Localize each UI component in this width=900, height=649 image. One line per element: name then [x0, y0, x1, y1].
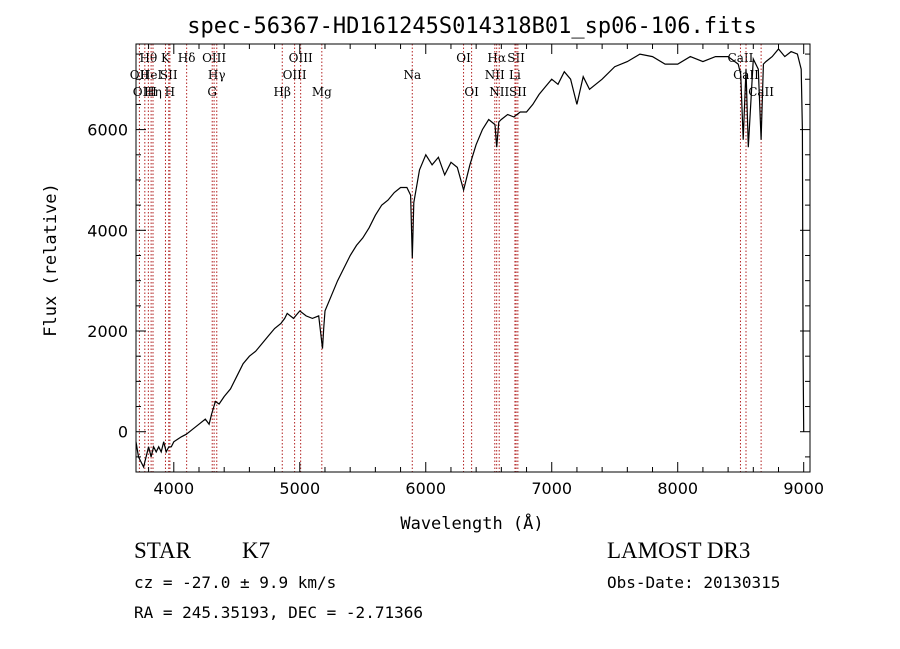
obs-date-readout: Obs-Date: 20130315	[607, 573, 781, 592]
line-marker-label-25: CaII	[728, 51, 754, 65]
line-marker-label-22: SII	[507, 51, 525, 65]
line-marker-label-4: Hη	[144, 85, 162, 99]
line-marker-label-18: OI	[464, 85, 479, 99]
chart-title: spec-56367-HD161245S014318B01_sp06-106.f…	[187, 14, 757, 39]
spectrum-plot: spec-56367-HD161245S014318B01_sp06-106.f…	[41, 14, 824, 534]
line-marker-label-24: SII	[509, 85, 527, 99]
survey-name: LAMOST DR3	[607, 538, 751, 563]
x-tick-label-3: 7000	[531, 479, 572, 498]
line-marker-label-5: K	[161, 51, 171, 65]
line-marker-label-23: Li	[509, 68, 521, 82]
line-marker-label-27: CaII	[748, 85, 774, 99]
line-marker-label-9: OIII	[202, 51, 226, 65]
spectral-subclass: K7	[242, 538, 271, 563]
x-axis-ticks: 4000 5000 6000 7000 8000 9000	[148, 44, 824, 498]
y-tick-label-1: 2000	[87, 322, 128, 341]
y-axis-label: Flux (relative)	[41, 183, 61, 337]
line-marker-label-19: Hα	[487, 51, 506, 65]
line-marker-label-13: OIII	[283, 68, 307, 82]
line-marker-label-0: OII	[130, 68, 150, 82]
x-tick-label-2: 6000	[405, 479, 446, 498]
line-marker-label-15: Mg	[312, 85, 332, 99]
line-marker-label-14: OIII	[289, 51, 313, 65]
line-marker-label-12: Hβ	[274, 85, 291, 99]
coordinates-readout: RA = 245.35193, DEC = -2.71366	[134, 603, 423, 622]
spectrum-line	[135, 48, 805, 469]
x-tick-label-4: 8000	[657, 479, 698, 498]
y-tick-label-3: 6000	[87, 121, 128, 140]
line-marker-label-1: OIII	[133, 85, 157, 99]
x-tick-label-1: 5000	[279, 479, 320, 498]
emission-line-markers: OII OIII Hθ HeI Hη K SII H Hδ OIII Hγ G Hβ OIII OIII Mg…	[130, 44, 774, 472]
line-marker-label-3: HeI	[140, 68, 163, 82]
x-axis-label: Wavelength (Å)	[400, 512, 543, 534]
line-marker-label-16: Na	[403, 68, 421, 82]
plot-frame	[135, 43, 811, 473]
object-class: STAR	[134, 538, 191, 563]
redshift-readout: cz = -27.0 ± 9.9 km/s	[134, 573, 337, 592]
x-tick-label-0: 4000	[153, 479, 194, 498]
line-marker-label-21: NII	[489, 85, 509, 99]
line-marker-label-11: G	[207, 85, 217, 99]
line-marker-label-6: SII	[160, 68, 178, 82]
line-marker-label-2: Hθ	[139, 51, 157, 65]
line-marker-label-10: Hγ	[208, 68, 226, 82]
y-axis-ticks: 0 2000 4000 6000	[87, 53, 810, 458]
line-marker-label-7: H	[165, 85, 175, 99]
y-tick-label-0: 0	[118, 423, 128, 442]
line-marker-label-20: NII	[485, 68, 505, 82]
line-marker-label-8: Hδ	[178, 51, 196, 65]
line-marker-label-17: OI	[456, 51, 471, 65]
x-tick-label-5: 9000	[783, 479, 824, 498]
y-tick-label-2: 4000	[87, 221, 128, 240]
